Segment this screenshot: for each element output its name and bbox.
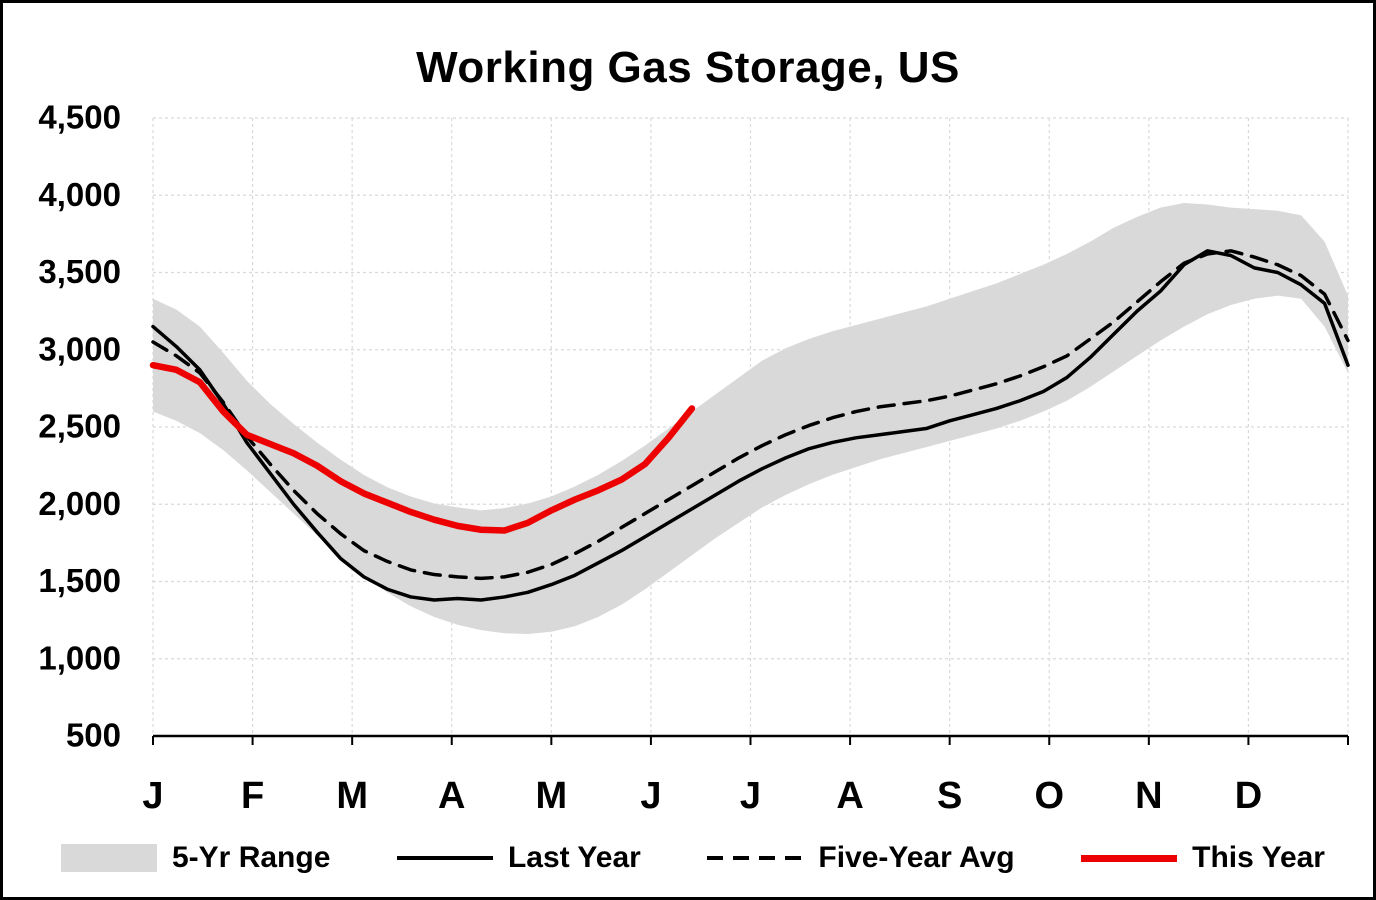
legend: 5-Yr Range Last Year Five-Year Avg This … bbox=[3, 825, 1373, 891]
legend-item-last-year: Last Year bbox=[396, 841, 641, 875]
five-year-avg-swatch bbox=[707, 856, 804, 860]
legend-label-five-year-avg: Five-Year Avg bbox=[818, 841, 1015, 874]
legend-item-five-year-avg: Five-Year Avg bbox=[707, 841, 1015, 875]
last-year-line bbox=[151, 249, 1350, 602]
y-tick-label: 3,000 bbox=[38, 330, 121, 367]
x-tick-label: J bbox=[142, 775, 163, 817]
y-tick-label: 4,500 bbox=[38, 99, 121, 136]
x-tick-label: N bbox=[1135, 775, 1162, 817]
x-tick-label: J bbox=[740, 775, 761, 817]
x-tick-label: J bbox=[640, 775, 661, 817]
y-tick-label: 4,000 bbox=[38, 176, 121, 213]
x-tick-label: M bbox=[536, 775, 568, 817]
y-tick-label: 2,000 bbox=[38, 485, 121, 522]
x-tick-label: M bbox=[336, 775, 368, 817]
x-tick-label: F bbox=[241, 775, 264, 817]
x-tick-label: A bbox=[438, 775, 465, 817]
x-tick-label: O bbox=[1034, 775, 1064, 817]
range-swatch bbox=[61, 844, 157, 872]
legend-item-range: 5-Yr Range bbox=[61, 841, 330, 875]
this-year-swatch bbox=[1081, 854, 1178, 862]
chart-title: Working Gas Storage, US bbox=[416, 43, 960, 92]
legend-label-range: 5-Yr Range bbox=[172, 841, 331, 874]
y-tick-label: 1,500 bbox=[38, 562, 121, 599]
y-tick-label: 3,500 bbox=[38, 253, 121, 290]
y-tick-label: 2,500 bbox=[38, 408, 121, 445]
chart-svg: 500 1,000 1,500 2,000 2,500 3,000 3,500 4,000 4,… bbox=[38, 99, 1350, 817]
legend-label-last-year: Last Year bbox=[507, 841, 641, 874]
x-tick-label: A bbox=[836, 775, 863, 817]
y-tick-label: 1,000 bbox=[38, 639, 121, 676]
legend-label-this-year: This Year bbox=[1192, 841, 1325, 874]
x-tick-label: D bbox=[1235, 775, 1262, 817]
x-tick-label: S bbox=[937, 775, 962, 817]
y-tick-label: 500 bbox=[66, 717, 121, 754]
last-year-swatch bbox=[396, 856, 493, 860]
five-year-avg-line bbox=[151, 249, 1350, 581]
legend-item-this-year: This Year bbox=[1081, 841, 1325, 875]
this-year-line bbox=[149, 361, 696, 534]
